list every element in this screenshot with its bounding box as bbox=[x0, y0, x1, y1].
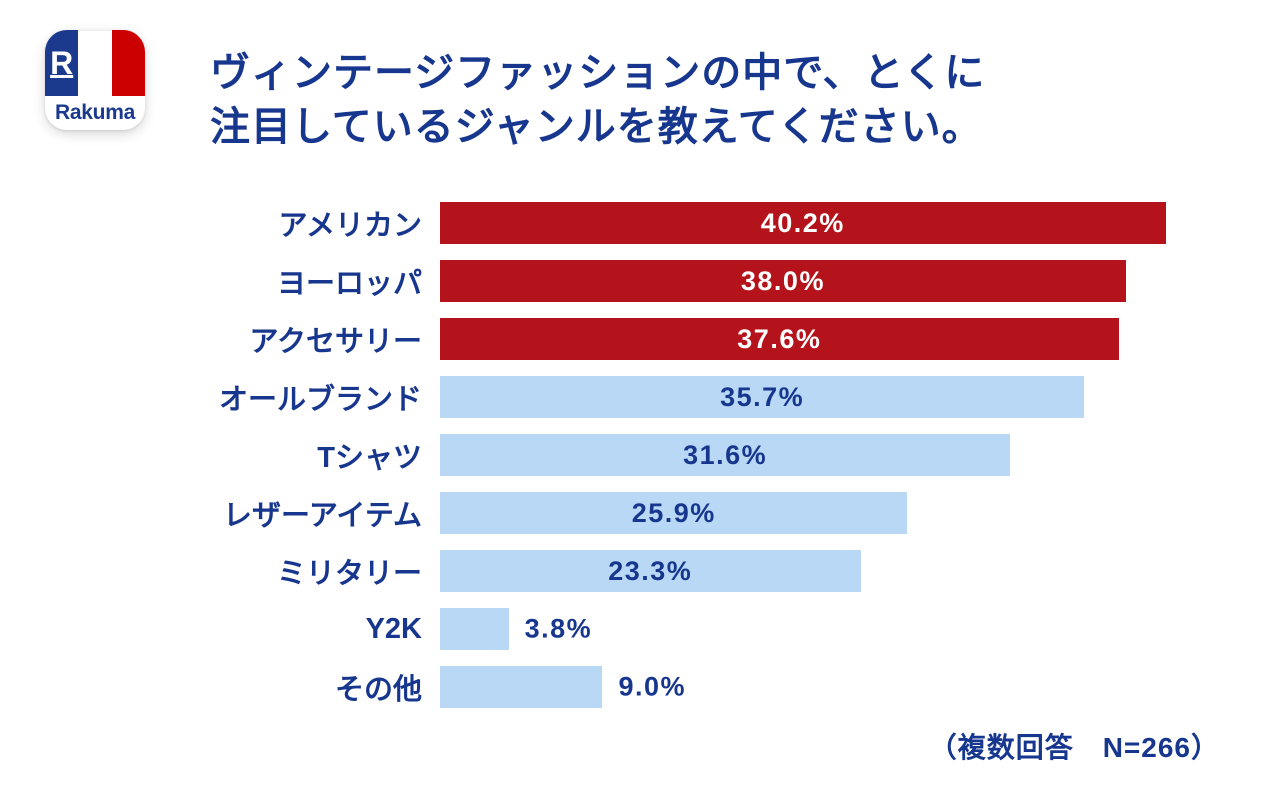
value-label: 38.0% bbox=[741, 266, 825, 297]
category-label: ヨーロッパ bbox=[120, 260, 440, 302]
bar bbox=[440, 666, 602, 708]
rakuma-logo: R Rakuma bbox=[45, 30, 145, 130]
chart-row: ヨーロッパ 38.0% bbox=[120, 258, 1180, 304]
chart-row: Y2K 3.8% bbox=[120, 606, 1180, 652]
logo-r-letter: R bbox=[50, 45, 73, 82]
logo-flag: R bbox=[45, 30, 145, 96]
chart-row: その他 9.0% bbox=[120, 664, 1180, 710]
category-label: Y2K bbox=[120, 613, 440, 646]
category-label: Tシャツ bbox=[120, 434, 440, 476]
logo-red-stripe bbox=[112, 30, 145, 96]
chart-row: Tシャツ 31.6% bbox=[120, 432, 1180, 478]
category-label: アメリカン bbox=[120, 202, 440, 244]
chart-row: レザーアイテム 25.9% bbox=[120, 490, 1180, 536]
title-line: ヴィンテージファッションの中で、とくに bbox=[210, 51, 985, 95]
chart-row: ミリタリー 23.3% bbox=[120, 548, 1180, 594]
bar: 31.6% bbox=[440, 434, 1010, 476]
value-label: 23.3% bbox=[608, 556, 692, 587]
bar: 40.2% bbox=[440, 202, 1166, 244]
category-label: その他 bbox=[120, 666, 440, 708]
category-label: レザーアイテム bbox=[120, 492, 440, 534]
value-label: 25.9% bbox=[632, 498, 716, 529]
bar-area: 40.2% bbox=[440, 200, 1180, 246]
bar-area: 38.0% bbox=[440, 258, 1180, 304]
bar-area: 9.0% bbox=[440, 664, 1180, 710]
chart-footnote: （複数回答 N=266） bbox=[929, 726, 1220, 766]
value-label: 40.2% bbox=[761, 208, 845, 239]
chart-row: オールブランド 35.7% bbox=[120, 374, 1180, 420]
value-label: 31.6% bbox=[683, 440, 767, 471]
bar-area: 23.3% bbox=[440, 548, 1180, 594]
category-label: オールブランド bbox=[120, 376, 440, 418]
logo-white-stripe bbox=[78, 30, 111, 96]
logo-brand-text: Rakuma bbox=[55, 96, 135, 130]
bar: 35.7% bbox=[440, 376, 1084, 418]
value-label: 35.7% bbox=[720, 382, 804, 413]
bar: 25.9% bbox=[440, 492, 907, 534]
logo-blue-stripe: R bbox=[45, 30, 78, 96]
bar: 23.3% bbox=[440, 550, 861, 592]
bar-chart: アメリカン 40.2% ヨーロッパ 38.0% アクセサリー 37.6% オールブランド 35… bbox=[120, 200, 1180, 722]
value-label: 37.6% bbox=[737, 324, 821, 355]
bar-area: 35.7% bbox=[440, 374, 1180, 420]
chart-row: アメリカン 40.2% bbox=[120, 200, 1180, 246]
value-label: 9.0% bbox=[618, 672, 686, 703]
category-label: ミリタリー bbox=[120, 550, 440, 592]
bar-area: 3.8% bbox=[440, 606, 1180, 652]
value-label: 3.8% bbox=[525, 614, 593, 645]
chart-title: ヴィンテージファッションの中で、とくに注目しているジャンルを教えてください。 bbox=[210, 46, 1240, 154]
title-line: 注目しているジャンルを教えてください。 bbox=[210, 105, 983, 149]
category-label: アクセサリー bbox=[120, 318, 440, 360]
bar-area: 25.9% bbox=[440, 490, 1180, 536]
bar: 37.6% bbox=[440, 318, 1119, 360]
bar-area: 37.6% bbox=[440, 316, 1180, 362]
bar bbox=[440, 608, 509, 650]
bar: 38.0% bbox=[440, 260, 1126, 302]
bar-area: 31.6% bbox=[440, 432, 1180, 478]
chart-row: アクセサリー 37.6% bbox=[120, 316, 1180, 362]
